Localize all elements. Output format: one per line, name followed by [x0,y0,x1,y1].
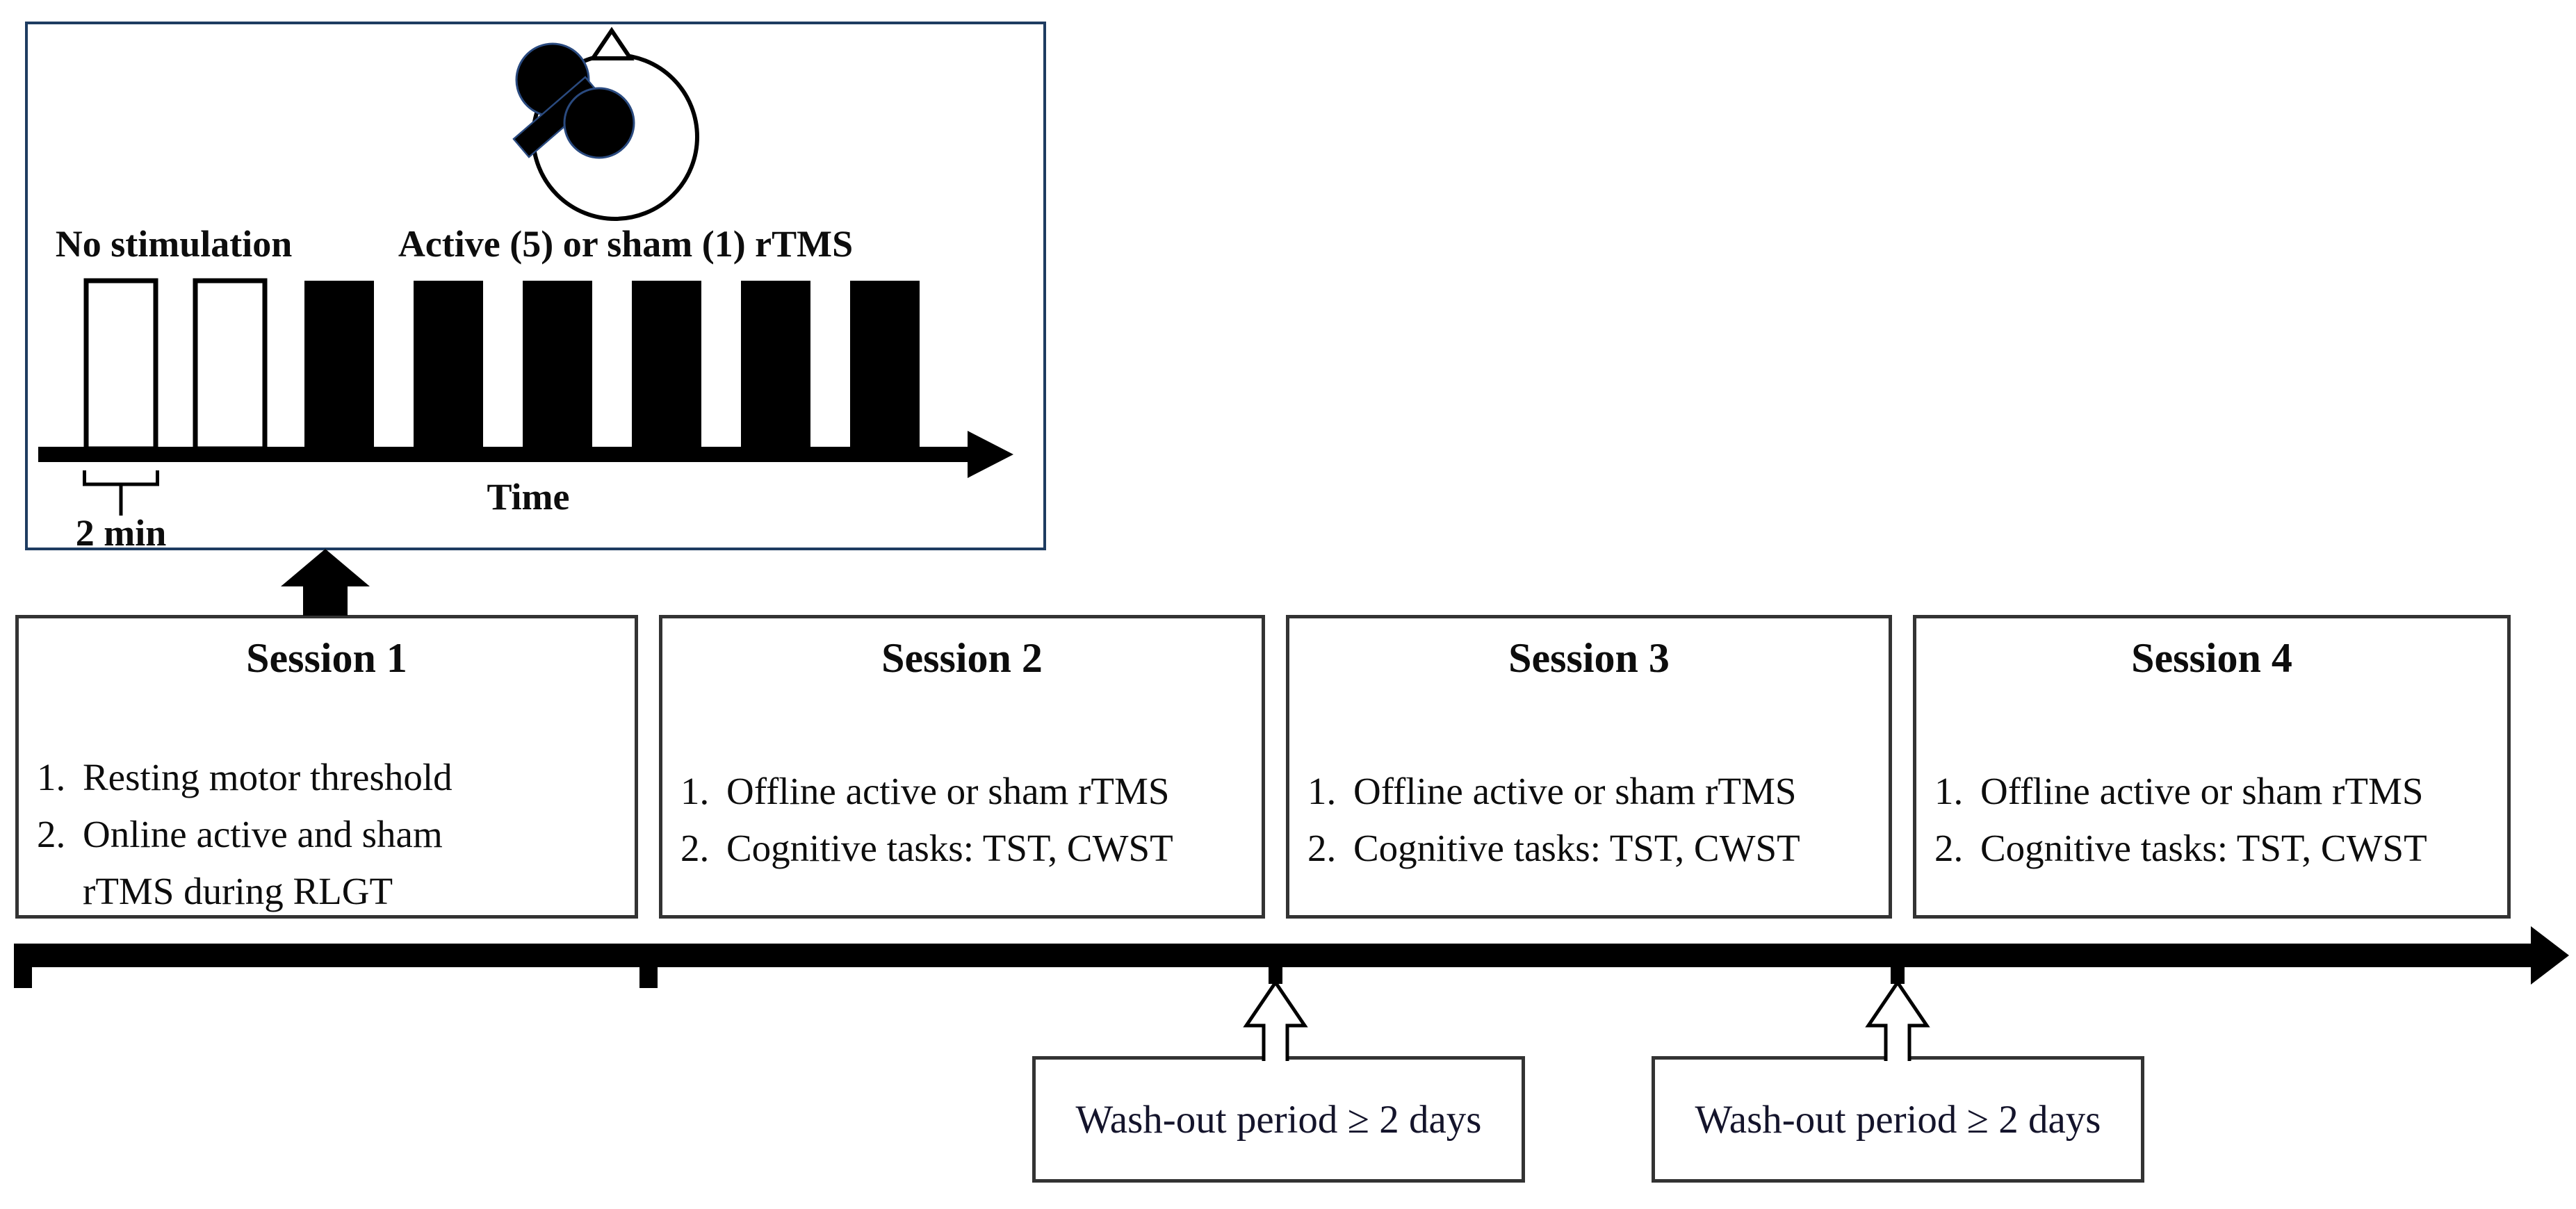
list-item-text: Resting motor threshold [83,756,453,798]
session-3-box: Session 3 1. Offline active or sham rTMS… [1286,615,1892,919]
timeline-tick [1269,967,1282,984]
timeline-bar [14,944,2534,967]
list-item-number: 2. [1307,827,1337,869]
timeline-tick [1891,967,1905,984]
session-task-list: 1. Offline active or sham rTMS 2. Cognit… [662,763,1262,877]
timeline-tick [14,967,32,988]
active-sham-rtms-label: Active (5) or sham (1) rTMS [398,223,854,265]
list-item-number: 2. [1934,827,1964,869]
list-item-text: Cognitive tasks: TST, CWST [726,827,1173,869]
list-item: 2. Online active and sham rTMS during RL… [37,806,625,920]
session-task-list: 1. Resting motor threshold 2. Online act… [19,749,635,920]
list-item: 1. Offline active or sham rTMS [680,763,1252,820]
washout-label: Wash-out period ≥ 2 days [1695,1097,2101,1142]
list-item-number: 2. [37,813,66,855]
washout-label: Wash-out period ≥ 2 days [1075,1097,1482,1142]
session-title: Session 1 [246,635,407,681]
washout-period-box-1: Wash-out period ≥ 2 days [1032,1056,1525,1183]
session1-to-inset-arrow-icon [281,549,370,616]
session-title: Session 2 [881,635,1043,681]
list-item-text: Online active and sham rTMS during RLGT [83,813,443,912]
session-1-box: Session 1 1. Resting motor threshold 2. … [15,615,638,919]
two-min-interval-label: 2 min [75,512,167,554]
list-item-text: Offline active or sham rTMS [1353,770,1797,812]
washout-period-box-2: Wash-out period ≥ 2 days [1652,1056,2144,1183]
washout-arrow-2-icon [1865,979,1930,1061]
session-4-box: Session 4 1. Offline active or sham rTMS… [1913,615,2511,919]
washout-arrow-1-icon [1243,979,1308,1061]
list-item: 2. Cognitive tasks: TST, CWST [680,820,1252,877]
list-item-text: Cognitive tasks: TST, CWST [1353,827,1800,869]
list-item-number: 1. [680,770,710,812]
session-title: Session 3 [1508,635,1670,681]
stimulation-protocol-panel [25,22,1046,550]
list-item: 1. Offline active or sham rTMS [1307,763,1879,820]
list-item-text: Offline active or sham rTMS [1980,770,2424,812]
list-item: 2. Cognitive tasks: TST, CWST [1307,820,1879,877]
session-2-box: Session 2 1. Offline active or sham rTMS… [659,615,1265,919]
timeline-arrowhead-icon [2531,926,2569,985]
session-task-list: 1. Offline active or sham rTMS 2. Cognit… [1916,763,2507,877]
list-item: 1. Resting motor threshold [37,749,625,806]
list-item-number: 2. [680,827,710,869]
main-timeline [14,926,2569,988]
session-task-list: 1. Offline active or sham rTMS 2. Cognit… [1289,763,1889,877]
list-item-text: Cognitive tasks: TST, CWST [1980,827,2427,869]
list-item: 1. Offline active or sham rTMS [1934,763,2497,820]
time-axis-label: Time [487,476,570,518]
no-stimulation-label: No stimulation [55,223,293,265]
list-item: 2. Cognitive tasks: TST, CWST [1934,820,2497,877]
list-item-text: Offline active or sham rTMS [726,770,1170,812]
list-item-number: 1. [1934,770,1964,812]
list-item-number: 1. [37,756,66,798]
session-title: Session 4 [2131,635,2292,681]
list-item-number: 1. [1307,770,1337,812]
timeline-tick [639,967,658,988]
